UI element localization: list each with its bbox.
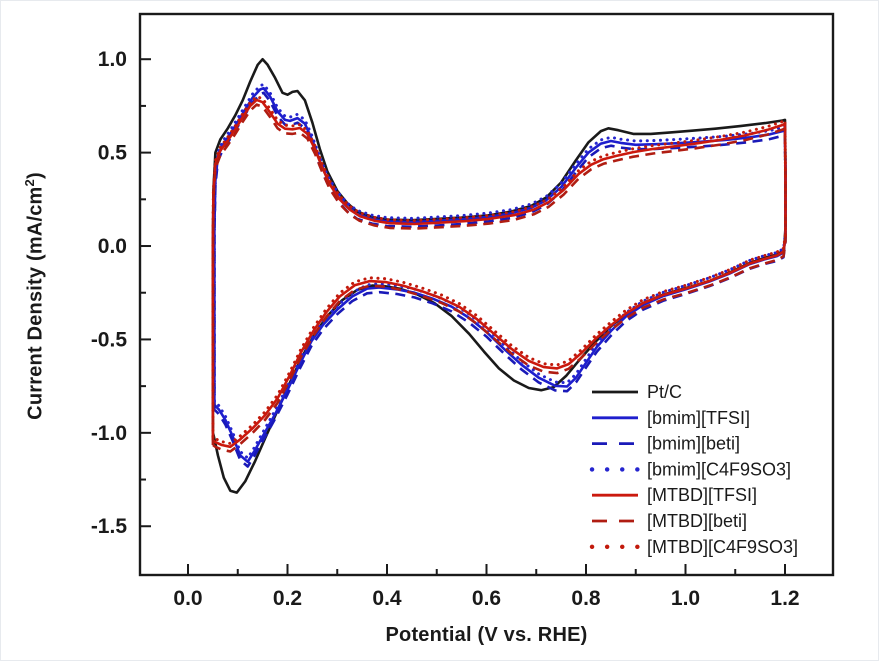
y-tick-label: -1.5 — [91, 515, 128, 538]
y-axis-title-close: ) — [24, 172, 47, 180]
y-axis-title-text: Current Density (mA/cm — [24, 186, 47, 420]
curve-bmim-c4f9so3 — [212, 82, 787, 460]
curve-mtbd-tfsi — [211, 98, 787, 449]
legend-label-bmim-tfsi: [bmim][TFSI] — [647, 408, 750, 428]
legend-label-mtbd-tfsi: [MTBD][TFSI] — [647, 485, 757, 505]
curve-bmim-beti — [213, 91, 787, 468]
y-tick-label: -1.0 — [91, 422, 127, 445]
y-tick-label: -0.5 — [91, 328, 128, 351]
x-tick-label: 0.8 — [571, 587, 601, 610]
legend-label-mtbd-c4f9so3: [MTBD][C4F9SO3] — [647, 537, 798, 557]
x-tick-label: 0.2 — [273, 587, 302, 610]
y-tick-label: 0.5 — [98, 142, 128, 165]
x-axis-title: Potential (V vs. RHE) — [385, 624, 588, 646]
plot-frame — [138, 12, 835, 577]
legend-label-mtbd-beti: [MTBD][beti] — [647, 511, 747, 531]
x-tick-label: 0.0 — [173, 587, 202, 610]
legend-label-pt-c: Pt/C — [647, 382, 682, 402]
x-tick-label: 0.6 — [472, 587, 501, 610]
y-tick-label: 1.0 — [98, 48, 127, 71]
legend-label-bmim-beti: [bmim][beti] — [647, 434, 740, 454]
legend-label-bmim-c4f9so3: [bmim][C4F9SO3] — [647, 459, 791, 479]
x-tick-label: 0.4 — [372, 587, 402, 610]
y-tick-label: 0.0 — [98, 235, 127, 258]
x-tick-label: 1.0 — [671, 587, 700, 610]
y-axis-title: Current Density (mA/cm2) — [22, 16, 47, 576]
y-axis-title-superscript: 2 — [22, 179, 37, 187]
curve-mtbd-beti — [211, 103, 787, 453]
x-tick-label: 1.2 — [770, 587, 799, 610]
